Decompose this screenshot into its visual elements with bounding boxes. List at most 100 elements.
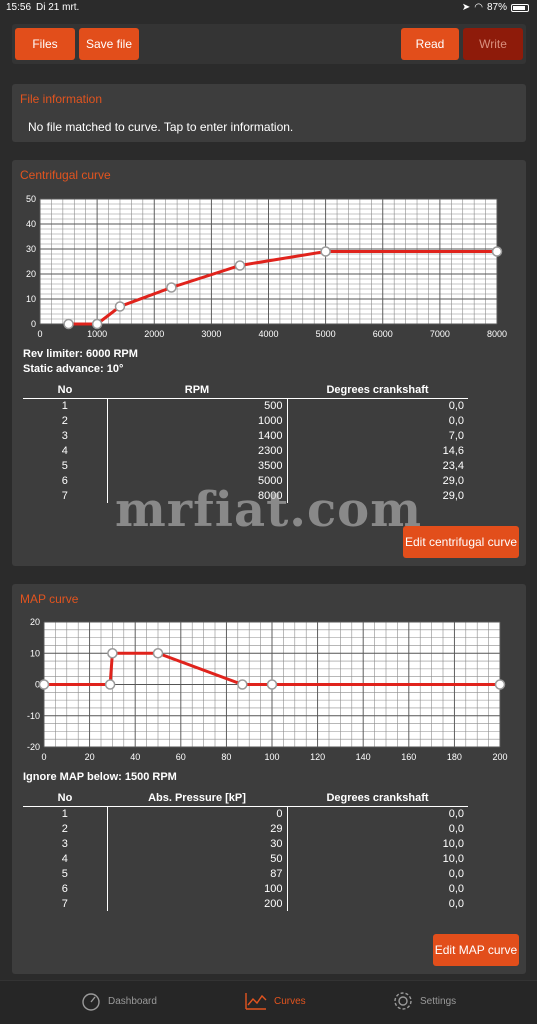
row-x-value: 1400: [107, 428, 288, 443]
y-tick-label: 30: [26, 244, 36, 254]
x-tick-label: 100: [264, 752, 279, 762]
table-row: 6 100 0,0: [23, 881, 468, 896]
y-tick-label: -10: [27, 711, 40, 721]
y-tick-label: 10: [30, 648, 40, 658]
row-x-value: 200: [107, 896, 288, 911]
y-tick-label: 0: [31, 319, 36, 329]
curve-point: [320, 246, 331, 257]
status-bar: 15:56 Di 21 mrt. ➤ ◠ 87%: [0, 0, 537, 16]
row-number: 6: [23, 473, 108, 488]
row-degrees: 0,0: [448, 867, 464, 880]
y-tick-label: -20: [27, 742, 40, 752]
map-chart[interactable]: 0 20 40 60 80 100 120 140 160 180 200 -20 -10 0 10 20: [12, 616, 526, 768]
table-row: 2 1000 0,0: [23, 413, 468, 428]
x-tick-label: 120: [310, 752, 325, 762]
y-tick-label: 40: [26, 219, 36, 229]
col-degrees: Degrees crankshaft: [287, 382, 468, 399]
x-tick-label: 180: [447, 752, 462, 762]
x-tick-label: 7000: [430, 329, 450, 339]
x-tick-label: 5000: [316, 329, 336, 339]
tab-settings[interactable]: Settings: [392, 991, 456, 1011]
centrifugal-panel: Centrifugal curve 0 1000 2000 3000 4000 5000 6…: [12, 160, 526, 566]
tab-curves-label: Curves: [274, 995, 306, 1007]
x-tick-label: 140: [356, 752, 371, 762]
row-x-value: 87: [107, 866, 288, 881]
row-x-value: 100: [107, 881, 288, 896]
edit-map-button[interactable]: Edit MAP curve: [433, 934, 519, 966]
files-button[interactable]: Files: [15, 28, 75, 60]
x-tick-label: 3000: [201, 329, 221, 339]
row-degrees: 0,0: [448, 897, 464, 910]
table-row: 4 50 10,0: [23, 851, 468, 866]
curve-point: [237, 679, 248, 690]
curve-point: [491, 246, 503, 257]
y-tick-label: 50: [26, 194, 36, 204]
row-degrees: 7,0: [448, 429, 464, 442]
row-degrees: 0,0: [448, 882, 464, 895]
table-row: 7 200 0,0: [23, 896, 468, 911]
col-pressure: Abs. Pressure [kP]: [107, 790, 287, 807]
write-button[interactable]: Write: [463, 28, 523, 60]
curve-point: [107, 648, 118, 659]
row-degrees: 29,0: [442, 474, 464, 487]
static-advance-label: Static advance: 10°: [23, 363, 124, 375]
row-degrees: 23,4: [442, 459, 464, 472]
read-button[interactable]: Read: [401, 28, 459, 60]
row-number: 2: [23, 413, 108, 428]
row-x-value: 50: [107, 851, 288, 866]
curve-point: [91, 318, 103, 330]
edit-centrifugal-button[interactable]: Edit centrifugal curve: [403, 526, 519, 558]
row-x-value: 8000: [107, 488, 288, 503]
table-row: 3 1400 7,0: [23, 428, 468, 443]
table-row: 1 0 0,0: [23, 806, 468, 821]
curve-point: [104, 679, 116, 690]
row-number: 4: [23, 851, 108, 866]
wifi-icon: ◠: [474, 2, 483, 13]
row-degrees: 10,0: [442, 837, 464, 850]
centrifugal-title: Centrifugal curve: [20, 168, 111, 182]
curve-point: [63, 318, 74, 330]
curve-point: [152, 648, 164, 659]
row-degrees: 14,6: [442, 444, 464, 457]
file-info-text[interactable]: No file matched to curve. Tap to enter i…: [28, 120, 294, 134]
save-file-button[interactable]: Save file: [79, 28, 139, 60]
toolbar: Files Save file Read Write: [12, 24, 526, 64]
table-row: 3 30 10,0: [23, 836, 468, 851]
tab-curves[interactable]: Curves: [244, 991, 306, 1011]
row-degrees: 0,0: [448, 807, 464, 820]
y-tick-label: 20: [26, 269, 36, 279]
row-degrees: 0,0: [448, 822, 464, 835]
location-icon: ➤: [461, 2, 471, 13]
x-tick-label: 4000: [258, 329, 278, 339]
x-tick-label: 60: [176, 752, 186, 762]
rev-limiter-label: Rev limiter: 6000 RPM: [23, 348, 138, 360]
row-x-value: 30: [107, 836, 288, 851]
tab-bar: Dashboard Curves Settings: [0, 980, 537, 1024]
status-time: 15:56: [6, 2, 32, 13]
row-number: 3: [23, 836, 108, 851]
x-tick-label: 6000: [373, 329, 393, 339]
map-panel: MAP curve 0 20 40 60 80 100 120 140 160 180 200 -20…: [12, 584, 526, 974]
x-tick-label: 2000: [144, 329, 164, 339]
table-row: 5 87 0,0: [23, 866, 468, 881]
ignore-map-label: Ignore MAP below: 1500 RPM: [23, 771, 177, 783]
row-x-value: 500: [107, 398, 288, 413]
row-degrees: 0,0: [448, 414, 464, 427]
table-row: 5 3500 23,4: [23, 458, 468, 473]
x-tick-label: 0: [37, 329, 42, 339]
x-tick-label: 8000: [487, 329, 507, 339]
table-row: 1 500 0,0: [23, 398, 468, 413]
file-info-panel[interactable]: File information No file matched to curv…: [12, 84, 526, 142]
table-row: 6 5000 29,0: [23, 473, 468, 488]
row-number: 1: [23, 806, 108, 821]
y-tick-label: 0: [35, 680, 40, 690]
curve-point: [166, 282, 177, 293]
x-tick-label: 0: [41, 752, 46, 762]
row-number: 3: [23, 428, 108, 443]
table-row: 7 8000 29,0: [23, 488, 468, 503]
tab-dashboard[interactable]: Dashboard: [80, 991, 157, 1011]
row-number: 1: [23, 398, 108, 413]
status-right: ➤ ◠ 87%: [462, 2, 529, 13]
centrifugal-chart[interactable]: 0 1000 2000 3000 4000 5000 6000 7000 8000 0 10 20 30…: [12, 192, 526, 342]
row-number: 6: [23, 881, 108, 896]
